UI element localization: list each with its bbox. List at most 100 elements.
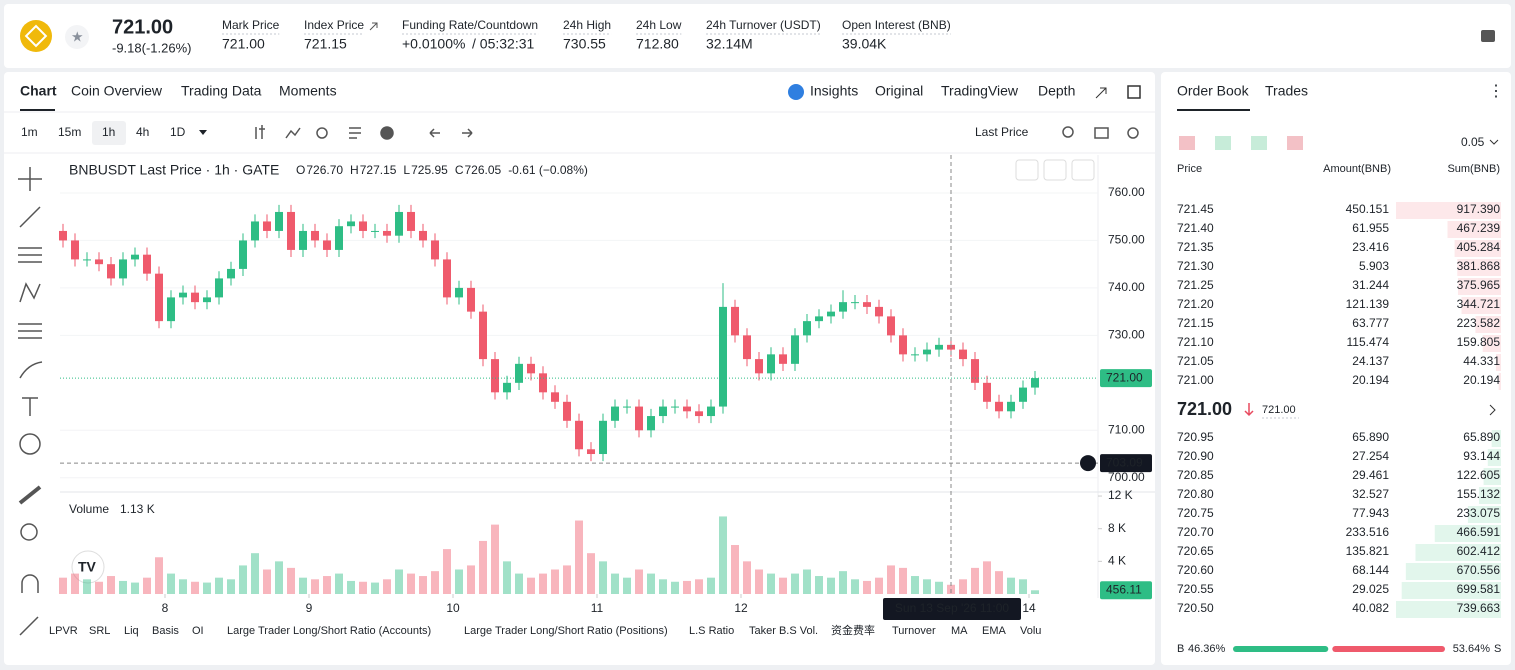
more-icon[interactable]: ⋮ xyxy=(1488,83,1504,100)
ob-price[interactable]: 720.75 xyxy=(1177,506,1214,520)
indicator[interactable]: Large Trader Long/Short Ratio (Accounts) xyxy=(227,625,431,637)
candle-icon[interactable] xyxy=(255,125,265,139)
ob-amount: 5.903 xyxy=(1359,259,1389,273)
ob-price[interactable]: 721.30 xyxy=(1177,259,1214,273)
candle-body xyxy=(563,401,571,421)
view-tab[interactable]: Insights xyxy=(810,83,858,99)
ob-price[interactable]: 721.35 xyxy=(1177,240,1214,254)
ob-price[interactable]: 720.65 xyxy=(1177,544,1214,558)
buy-bar xyxy=(1233,646,1329,652)
chart-button[interactable] xyxy=(1015,159,1039,181)
ob-tab[interactable]: Trades xyxy=(1265,83,1308,99)
text-tool[interactable] xyxy=(22,397,38,416)
ob-price[interactable]: 721.20 xyxy=(1177,297,1214,311)
indicator[interactable]: Taker B.S Vol. xyxy=(749,625,818,637)
interval[interactable]: 1D xyxy=(170,125,186,139)
volume-bar xyxy=(623,577,631,594)
ob-amount: 29.025 xyxy=(1352,582,1389,596)
view-tab[interactable]: Original xyxy=(875,83,923,99)
ob-view[interactable] xyxy=(1215,136,1231,150)
view-tab[interactable]: TradingView xyxy=(941,83,1019,99)
measure-tool[interactable] xyxy=(18,323,42,339)
indicator[interactable]: Volu xyxy=(1020,625,1041,637)
line-tool[interactable] xyxy=(19,206,41,228)
indicator[interactable]: MA xyxy=(951,625,968,637)
ob-view[interactable] xyxy=(1179,136,1195,150)
ob-price[interactable]: 721.00 xyxy=(1177,373,1214,387)
ob-price[interactable]: 720.50 xyxy=(1177,601,1214,615)
indicator[interactable]: Liq xyxy=(124,625,139,637)
plus-icon[interactable] xyxy=(380,126,394,140)
magnet-tool[interactable] xyxy=(21,574,39,593)
chart-button[interactable] xyxy=(1043,159,1067,181)
chart-button[interactable] xyxy=(1071,159,1095,181)
pattern-tool[interactable] xyxy=(19,282,41,303)
ob-view[interactable] xyxy=(1287,136,1303,150)
ob-tick[interactable]: 0.05 xyxy=(1461,135,1485,149)
interval[interactable]: 4h xyxy=(136,125,149,139)
crosshair-plus[interactable] xyxy=(1080,455,1096,472)
undo-icon[interactable] xyxy=(429,128,440,138)
volume-last-label: 456.11 xyxy=(1106,582,1142,596)
ob-price[interactable]: 721.40 xyxy=(1177,221,1214,235)
ob-price[interactable]: 721.25 xyxy=(1177,278,1214,292)
indicator[interactable]: Large Trader Long/Short Ratio (Positions… xyxy=(464,625,668,637)
price-source[interactable]: Last Price xyxy=(975,125,1029,139)
expand-icon[interactable] xyxy=(1095,87,1107,99)
ob-tab[interactable]: Order Book xyxy=(1177,83,1250,99)
ob-price[interactable]: 720.95 xyxy=(1177,430,1214,444)
ob-price[interactable]: 721.05 xyxy=(1177,354,1214,368)
replay-icon[interactable] xyxy=(316,127,328,139)
ob-view[interactable] xyxy=(1251,136,1267,150)
ruler-tool[interactable] xyxy=(18,485,42,505)
indicator[interactable]: 资金费率 xyxy=(831,623,875,637)
dropdown[interactable] xyxy=(199,130,207,135)
mid-chevron[interactable] xyxy=(1489,404,1496,416)
indicator[interactable]: Basis xyxy=(152,625,179,637)
indicator[interactable]: OI xyxy=(192,625,204,637)
indicator[interactable]: LPVR xyxy=(49,625,78,637)
indicator[interactable]: L.S Ratio xyxy=(689,625,734,637)
indicator[interactable]: EMA xyxy=(982,625,1007,637)
indicator[interactable]: Turnover xyxy=(892,625,936,637)
indicator[interactable]: SRL xyxy=(89,625,110,637)
depth-bar xyxy=(1487,449,1501,466)
settings-icon[interactable] xyxy=(1127,127,1139,139)
favorite[interactable] xyxy=(65,25,89,49)
cursor-tool[interactable] xyxy=(18,167,42,191)
ob-price[interactable]: 720.60 xyxy=(1177,563,1214,577)
indicator-icon[interactable] xyxy=(285,127,301,139)
interval[interactable]: 15m xyxy=(58,125,81,139)
ob-price[interactable]: 721.15 xyxy=(1177,316,1214,330)
ob-sum: 44.331 xyxy=(1463,354,1500,368)
ob-price[interactable]: 720.80 xyxy=(1177,487,1214,501)
ob-price[interactable]: 720.90 xyxy=(1177,449,1214,463)
ob-price[interactable]: 720.70 xyxy=(1177,525,1214,539)
ob-price[interactable]: 721.10 xyxy=(1177,335,1214,349)
book-icon[interactable] xyxy=(1481,30,1495,42)
template-icon[interactable] xyxy=(349,127,361,139)
view-tab[interactable]: Depth xyxy=(1038,83,1075,99)
zoom-tool[interactable] xyxy=(20,523,38,541)
tick-dropdown[interactable] xyxy=(1489,139,1499,145)
chart-tab[interactable]: Moments xyxy=(279,83,337,99)
volume-bar xyxy=(239,565,247,594)
chart-tab[interactable]: Coin Overview xyxy=(71,83,163,99)
search-icon[interactable] xyxy=(1062,126,1074,138)
redo-icon[interactable] xyxy=(462,128,473,138)
volume-bar xyxy=(635,569,643,594)
emoji-tool[interactable] xyxy=(19,433,41,455)
volume-bar xyxy=(95,581,103,594)
brush-tool[interactable] xyxy=(19,361,43,379)
ob-price[interactable]: 720.85 xyxy=(1177,468,1214,482)
fib-tool[interactable] xyxy=(18,247,42,263)
chart-tab[interactable]: Chart xyxy=(20,83,57,99)
chart-tab[interactable]: Trading Data xyxy=(181,83,262,99)
ob-price[interactable]: 720.55 xyxy=(1177,582,1214,596)
interval[interactable]: 1m xyxy=(21,125,38,139)
interval[interactable]: 1h xyxy=(102,125,115,139)
ob-price[interactable]: 721.45 xyxy=(1177,202,1214,216)
camera-icon[interactable] xyxy=(1094,127,1109,139)
pen-tool[interactable] xyxy=(19,616,39,636)
window-icon[interactable] xyxy=(1127,85,1141,99)
